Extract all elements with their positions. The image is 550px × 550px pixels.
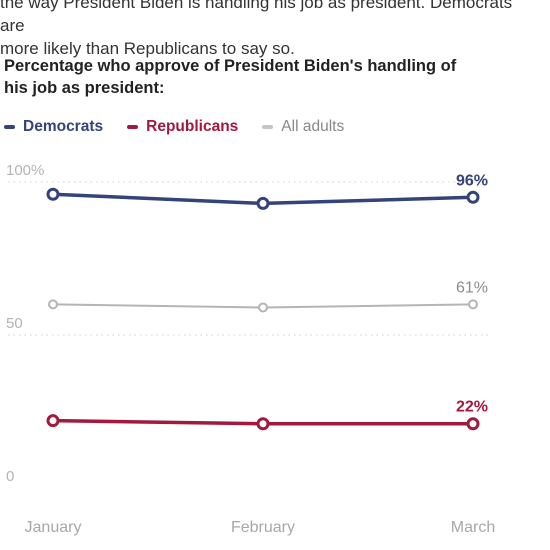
data-point-all-adults-march [468,299,478,310]
data-point-republicans-january [46,414,60,428]
end-label-republicans: 22% [456,399,488,416]
legend: Democrats Republicans All adults [4,118,368,136]
end-label-all-adults: 61% [456,279,488,296]
x-tick-label-march: March [451,519,495,536]
data-point-democrats-february [256,196,270,210]
legend-item-democrats: Democrats [4,118,103,136]
legend-label-republicans: Republicans [146,118,239,135]
legend-swatch-republicans [127,125,139,129]
y-tick-label-0: 0 [6,468,14,485]
chart-title: Percentage who approve of President Bide… [4,55,484,99]
data-point-democrats-march [466,190,480,204]
legend-label-democrats: Democrats [23,118,104,135]
data-point-all-adults-february [258,302,268,313]
x-tick-label-february: February [231,519,295,536]
data-point-republicans-march [466,417,480,431]
legend-item-all-adults: All adults [262,118,344,136]
intro-line-2: more likely than Republicans to say so. [0,39,295,58]
legend-swatch-democrats [4,125,15,129]
y-tick-label-50: 50 [6,315,23,332]
legend-label-all-adults: All adults [281,118,345,135]
legend-item-republicans: Republicans [127,118,238,136]
x-tick-label-january: January [25,519,82,536]
y-tick-label-100: 100% [6,162,44,179]
data-point-all-adults-january [48,299,58,310]
data-point-democrats-january [46,187,60,201]
intro-text: the way President Biden is handling his … [0,0,540,60]
end-label-democrats: 96% [456,172,488,189]
chart-title-line-2: his job as president: [4,79,165,97]
legend-swatch-all-adults [262,125,274,129]
chart-title-line-1: Percentage who approve of President Bide… [4,57,457,75]
data-point-republicans-february [256,417,270,431]
intro-line-1: the way President Biden is handling his … [0,0,513,35]
